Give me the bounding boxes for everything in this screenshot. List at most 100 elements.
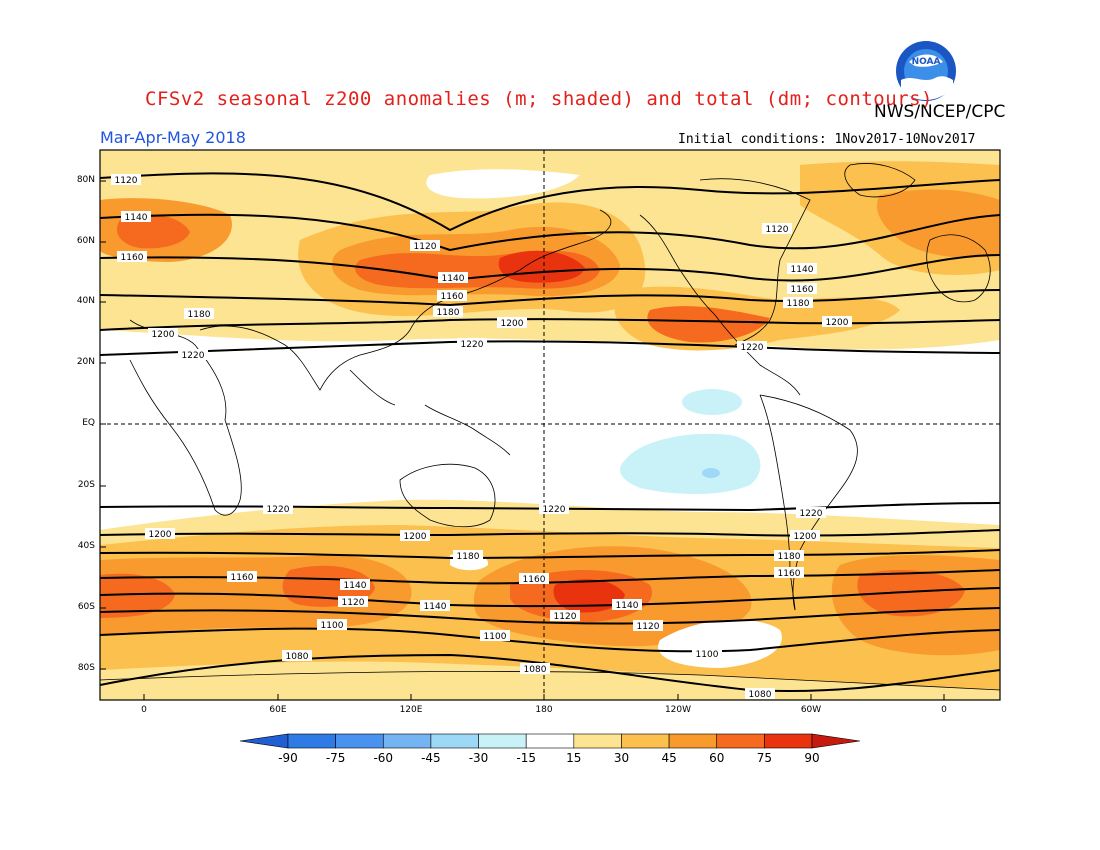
svg-text:1120: 1120 <box>637 622 660 632</box>
contour-label: 1180 <box>774 550 804 562</box>
contour-label: 1220 <box>263 503 293 515</box>
contour-label: 1180 <box>184 308 214 320</box>
nh-neutral-arctic <box>426 169 580 199</box>
lon-label: 120E <box>399 705 423 715</box>
svg-text:1100: 1100 <box>321 621 344 631</box>
lon-label: 120W <box>664 705 692 715</box>
svg-text:1120: 1120 <box>342 598 365 608</box>
svg-text:1220: 1220 <box>461 340 484 350</box>
svg-text:1160: 1160 <box>231 573 254 583</box>
contour-label: 1120 <box>338 596 368 608</box>
contour-1200-sh <box>100 529 1000 537</box>
lat-label: 20S <box>77 480 95 490</box>
lat-label: 20N <box>76 357 95 367</box>
contour-label: 1220 <box>796 507 826 519</box>
contour-label: 1100 <box>480 630 510 642</box>
colorbar-swatch <box>716 733 765 749</box>
noaa-logo-icon: NOAA <box>896 41 956 101</box>
nh-anomaly-60-75-america <box>647 306 770 343</box>
svg-text:1180: 1180 <box>787 299 810 309</box>
svg-text:1140: 1140 <box>344 581 367 591</box>
sh-anomaly-60-75-west <box>100 573 175 618</box>
colorbar-swatch <box>335 733 384 749</box>
lat-label: 60S <box>77 602 95 612</box>
contour-label: 1220 <box>178 349 208 361</box>
colorbar-tick-label: 75 <box>756 751 772 765</box>
contour-label: 1120 <box>111 174 141 186</box>
svg-text:1140: 1140 <box>791 265 814 275</box>
lat-label: 60N <box>76 236 95 246</box>
colorbar-tick-label: 45 <box>661 751 677 765</box>
colorbar-swatch <box>573 733 622 749</box>
south-america-west-coast <box>759 394 796 611</box>
contour-label: 1220 <box>737 341 767 353</box>
contour-1200-nh <box>100 318 1000 331</box>
contour-1120-nh <box>100 172 1000 232</box>
lon-label: 60E <box>269 705 287 715</box>
contour-label: 1140 <box>420 600 450 612</box>
tropical-anomaly-negative-south <box>620 433 761 494</box>
contour-1080-sh <box>100 653 1000 692</box>
contour-1180-nh <box>100 289 1000 307</box>
svg-text:1220: 1220 <box>182 351 205 361</box>
lat-label: 40S <box>77 541 95 551</box>
chart-title: CFSv2 seasonal z200 anomalies (m; shaded… <box>145 88 933 110</box>
sh-neutral-southeast-pacific <box>658 619 782 668</box>
svg-text:1200: 1200 <box>794 532 817 542</box>
svg-text:1120: 1120 <box>554 612 577 622</box>
contour-1160-sh <box>100 569 1000 585</box>
contour-label: 1080 <box>745 688 775 700</box>
lon-label: 0 <box>141 705 147 715</box>
india-coast <box>349 369 396 406</box>
contour-label: 1160 <box>437 290 467 302</box>
contour-label: 1200 <box>497 317 527 329</box>
contour-label: 1100 <box>317 619 347 631</box>
contour-label: 1160 <box>519 573 549 585</box>
colorbar-tick-label: -15 <box>516 751 536 765</box>
svg-text:1220: 1220 <box>267 505 290 515</box>
season-label: Mar-Apr-May 2018 <box>100 128 246 147</box>
contour-label: 1200 <box>400 530 430 542</box>
svg-text:1180: 1180 <box>437 308 460 318</box>
colorbar-tick-label: -30 <box>468 751 489 765</box>
contour-1120-sh <box>100 607 1000 625</box>
svg-text:1140: 1140 <box>616 601 639 611</box>
lon-label: 0 <box>941 705 947 715</box>
svg-text:1120: 1120 <box>414 242 437 252</box>
height-contours <box>100 172 1000 692</box>
colorbar-swatch <box>525 733 575 749</box>
north-america-west-coast <box>639 214 801 396</box>
contour-label: 1220 <box>539 503 569 515</box>
initial-conditions-label: Initial conditions: 1Nov2017-10Nov2017 <box>678 132 976 147</box>
colorbar <box>239 733 861 749</box>
svg-text:1080: 1080 <box>286 652 309 662</box>
contour-label: 1200 <box>145 528 175 540</box>
colorbar-swatch <box>621 733 670 749</box>
sh-anomaly-60-75-east <box>857 570 965 617</box>
contour-label: 1120 <box>550 610 580 622</box>
contour-label: 1200 <box>790 530 820 542</box>
contour-label: 1220 <box>457 338 487 350</box>
svg-text:1140: 1140 <box>125 213 148 223</box>
lat-label: EQ <box>82 418 95 428</box>
colorbar-swatch <box>668 733 718 749</box>
svg-text:1160: 1160 <box>441 292 464 302</box>
svg-text:1160: 1160 <box>791 285 814 295</box>
lat-label: 40N <box>76 296 95 306</box>
europe-coast <box>926 234 991 303</box>
lat-label: 80S <box>77 663 95 673</box>
colorbar-tick-label: 30 <box>613 751 630 765</box>
contour-label: 1100 <box>692 648 722 660</box>
svg-text:1220: 1220 <box>543 505 566 515</box>
svg-text:1180: 1180 <box>457 552 480 562</box>
svg-text:1080: 1080 <box>524 665 547 675</box>
contour-label: 1200 <box>822 316 852 328</box>
contour-label: 1160 <box>787 283 817 295</box>
colorbar-swatch <box>287 733 336 749</box>
south-america-east-coast <box>759 394 858 611</box>
lat-label: 80N <box>76 175 95 185</box>
contour-label: 1080 <box>520 663 550 675</box>
contour-label: 1120 <box>762 223 792 235</box>
svg-text:1200: 1200 <box>149 530 172 540</box>
contour-1180-sh <box>100 549 1000 560</box>
